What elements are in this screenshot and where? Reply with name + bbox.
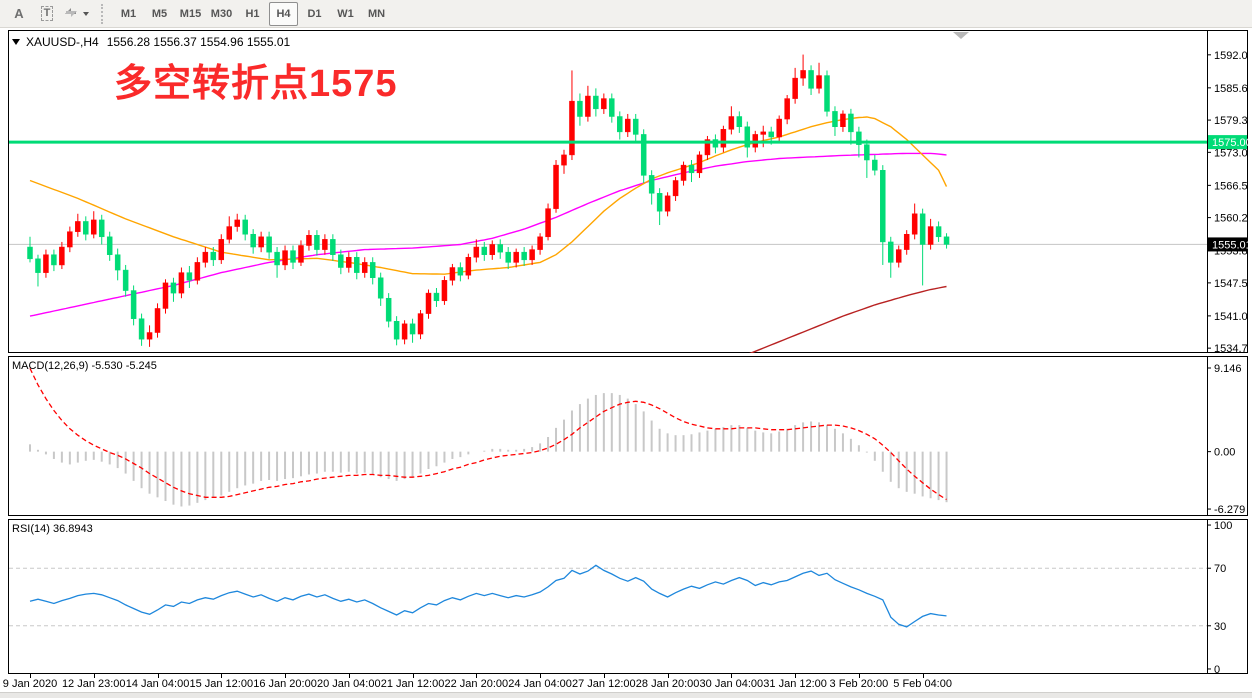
timeframe-h1-button[interactable]: H1 [245, 7, 260, 20]
time-label: 30 Jan 04:00 [699, 678, 764, 690]
rsi-line [29, 564, 947, 628]
time-label: 28 Jan 20:00 [635, 678, 700, 690]
rsi-tick-label: 30 [1214, 621, 1226, 633]
price-tick-label: 1579.30 [1214, 115, 1248, 127]
time-label: 20 Jan 04:00 [316, 678, 381, 690]
price-tick-label: 1560.25 [1214, 213, 1248, 225]
timeframe-m30-button[interactable]: M30 [210, 7, 233, 20]
price-tick-label: 1547.50 [1214, 278, 1248, 290]
svg-text:1575.00: 1575.00 [1212, 137, 1248, 149]
macd-signal-line [29, 368, 947, 501]
time-label: 21 Jan 12:00 [380, 678, 445, 690]
time-tick [922, 674, 924, 678]
time-tick [348, 674, 350, 678]
toolbar: A T M1 M5 M15 M30 H1 H4 D1 W1 MN [0, 0, 1252, 28]
time-tick [858, 674, 860, 678]
time-label: 24 Jan 04:00 [508, 678, 572, 690]
macd-indicator-label: MACD(12,26,9) -5.530 -5.245 [12, 360, 157, 372]
rsi-indicator-chart[interactable]: 100 70 30 0 [8, 519, 1248, 674]
time-tick [93, 674, 95, 678]
time-tick [157, 674, 159, 678]
time-label: 3 Feb 20:00 [829, 678, 889, 690]
text-annotation-button[interactable]: A [6, 2, 32, 26]
price-tick-label: 1566.55 [1214, 180, 1248, 192]
rsi-tick-label: 70 [1214, 563, 1226, 575]
main-price-chart[interactable]: 1592.05 1585.60 1579.30 1573.00 1566.55 1560.… [8, 30, 1248, 353]
time-tick [667, 674, 669, 678]
rsi-tick-label: 0 [1214, 664, 1220, 674]
time-tick [221, 674, 223, 678]
cycles-button[interactable] [62, 2, 90, 26]
symbol-label: XAUUSD-,H4 [26, 35, 99, 49]
macd-tick-label: 0.00 [1214, 447, 1235, 459]
chevron-down-icon [83, 11, 89, 16]
text-box-icon: T [40, 6, 54, 21]
timeframe-m1-button[interactable]: M1 [120, 7, 137, 20]
quote-values: 1556.28 1556.37 1554.96 1555.01 [106, 35, 291, 49]
time-label: 12 Jan 23:00 [61, 678, 126, 690]
hline-price-badge [1208, 135, 1247, 150]
macd-tick-label: 9.146 [1214, 363, 1242, 375]
time-tick [795, 674, 797, 678]
fast-ma-line [29, 116, 948, 275]
window-bottom-edge [0, 692, 1252, 698]
time-tick [412, 674, 414, 678]
current-price-badge [1208, 237, 1247, 252]
text-label-button[interactable]: T [34, 2, 60, 26]
timeframe-m15-button[interactable]: M15 [179, 7, 202, 20]
timeframe-h4-button[interactable]: H4 [269, 1, 298, 26]
time-tick [30, 674, 31, 678]
time-tick [603, 674, 605, 678]
macd-histogram [29, 393, 948, 507]
time-tick [476, 674, 478, 678]
timeframe-d1-button[interactable]: D1 [307, 7, 322, 20]
timeframe-m5-button[interactable]: M5 [151, 7, 168, 20]
price-tick-label: 1534.75 [1214, 343, 1248, 353]
price-tick-label: 1592.05 [1214, 50, 1248, 62]
time-tick [731, 674, 733, 678]
symbol-dropdown-icon[interactable] [12, 39, 20, 45]
candles-layer [27, 54, 950, 347]
time-label: 9 Jan 2020 [2, 678, 58, 690]
panel-border [8, 519, 1248, 674]
time-label: 16 Jan 20:00 [253, 678, 317, 690]
price-tick-label: 1585.60 [1214, 83, 1248, 95]
time-label: 31 Jan 12:00 [763, 678, 827, 690]
rsi-indicator-label: RSI(14) 36.8943 [12, 523, 93, 535]
macd-tick-label: -6.279 [1214, 504, 1245, 516]
letter-a-icon: A [14, 6, 24, 21]
timeframe-mn-button[interactable]: MN [367, 7, 386, 20]
time-label: 27 Jan 12:00 [572, 678, 636, 690]
time-tick [540, 674, 542, 678]
rsi-tick-label: 100 [1214, 520, 1232, 532]
time-tick [285, 674, 287, 678]
price-tick-label: 1573.00 [1214, 147, 1248, 159]
panel-border [8, 30, 1248, 353]
price-tick-label: 1553.80 [1214, 246, 1248, 258]
price-tick-label: 1541.05 [1214, 311, 1248, 323]
time-label: 15 Jan 12:00 [189, 678, 254, 690]
colors-icon [63, 5, 79, 22]
chart-shift-marker-icon[interactable] [953, 32, 969, 39]
timeframe-w1-button[interactable]: W1 [337, 7, 354, 20]
svg-text:1555.01: 1555.01 [1212, 239, 1248, 251]
time-label: 22 Jan 20:00 [444, 678, 509, 690]
time-label: 5 Feb 04:00 [893, 678, 952, 690]
time-axis: 9 Jan 2020 12 Jan 23:00 14 Jan 04:00 15 Jan… [0, 674, 1252, 692]
time-label: 14 Jan 04:00 [125, 678, 190, 690]
toolbar-separator [101, 3, 105, 24]
chart-title: XAUUSD-,H4 1556.28 1556.37 1554.96 1555.… [12, 35, 290, 49]
macd-indicator-chart[interactable]: 9.146 0.00 -6.279 [8, 356, 1248, 516]
slow-ma-line [749, 285, 947, 353]
timeframe-buttons: M1 M5 M15 M30 H1 H4 D1 W1 MN [113, 1, 392, 26]
chart-annotation-text: 多空转折点1575 [114, 63, 398, 105]
